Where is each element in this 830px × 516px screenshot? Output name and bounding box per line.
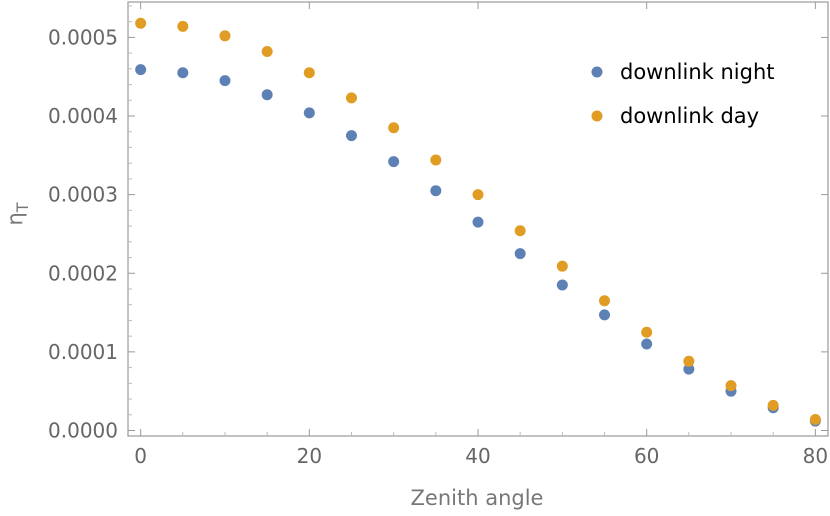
data-point (556, 279, 568, 291)
data-point (430, 185, 442, 197)
y-tick-label: 0.0002 (48, 261, 118, 285)
data-points (135, 17, 821, 427)
data-point (388, 156, 400, 168)
data-point (345, 130, 357, 142)
legend: downlink night downlink day (591, 60, 775, 128)
data-point (388, 122, 400, 134)
legend-marker (591, 66, 603, 78)
data-point (135, 64, 147, 76)
y-tick-label: 0.0001 (48, 340, 118, 364)
data-point (809, 413, 821, 425)
data-point (219, 30, 231, 42)
y-axis-title-subscript: T (13, 202, 32, 213)
x-tick-label: 80 (803, 444, 828, 468)
x-tick-label: 40 (465, 444, 490, 468)
data-point (303, 67, 315, 79)
data-point (767, 399, 779, 411)
data-point (261, 46, 273, 58)
data-point (261, 89, 273, 101)
legend-label: downlink night (620, 60, 775, 84)
y-axis-title: ηT (3, 202, 32, 225)
series-downlink-day (135, 17, 821, 425)
data-point (345, 92, 357, 104)
legend-label: downlink day (620, 104, 759, 128)
data-point (683, 363, 695, 375)
x-tick-label: 20 (297, 444, 322, 468)
x-axis-title: Zenith angle (411, 486, 544, 510)
data-point (472, 216, 484, 228)
data-point (135, 17, 147, 29)
data-point (725, 380, 737, 392)
data-point (556, 260, 568, 272)
y-tick-label: 0.0004 (48, 104, 118, 128)
data-point (430, 154, 442, 166)
x-axis-ticks: 0 20 40 60 80 (134, 2, 828, 468)
data-point (219, 75, 231, 87)
legend-marker (591, 110, 603, 122)
y-axis-ticks: 0.0000 0.0001 0.0002 0.0003 0.0004 0.0005 (48, 5, 828, 442)
data-point (599, 295, 611, 307)
data-point (641, 338, 653, 350)
y-tick-label: 0.0000 (48, 418, 118, 442)
x-tick-label: 60 (634, 444, 659, 468)
data-point (683, 355, 695, 367)
data-point (599, 309, 611, 321)
y-tick-label: 0.0003 (48, 183, 118, 207)
series-downlink-night (135, 64, 821, 427)
y-tick-label: 0.0005 (48, 25, 118, 49)
data-point (177, 20, 189, 32)
data-point (641, 326, 653, 338)
x-tick-label: 0 (134, 444, 147, 468)
data-point (303, 107, 315, 119)
data-point (177, 67, 189, 79)
y-axis-title-symbol: η (3, 212, 27, 225)
data-point (514, 248, 526, 260)
data-point (514, 225, 526, 237)
data-point (472, 189, 484, 201)
